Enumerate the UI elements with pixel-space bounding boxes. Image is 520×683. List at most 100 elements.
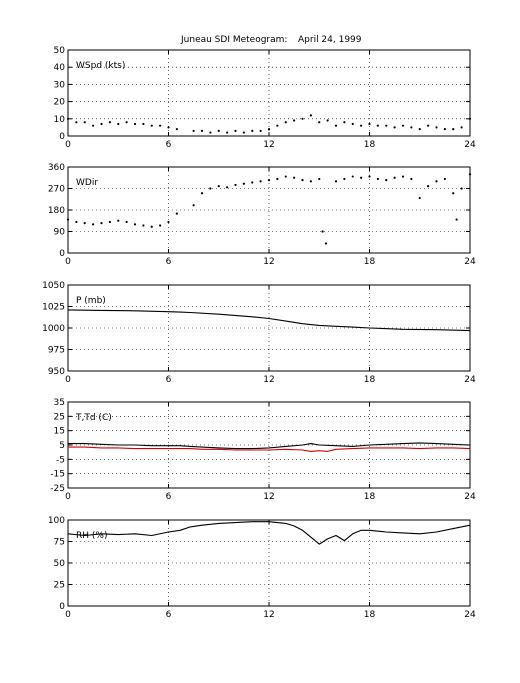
panel-p-mb: 0 6 12 18 24 950 975 1000 1025 1050 P (mb) [42, 281, 476, 385]
data-point [192, 204, 195, 207]
y-tick-label: 0 [59, 249, 65, 259]
data-point [318, 121, 321, 124]
panel-label: WSpd (kts) [76, 61, 125, 71]
data-point [251, 129, 254, 132]
y-tick-label: 75 [54, 538, 65, 548]
y-tick-label: 30 [54, 80, 66, 90]
data-point [66, 218, 70, 221]
x-tick-label: 24 [464, 257, 476, 267]
data-point [343, 177, 346, 181]
data-point [75, 220, 78, 224]
data-point [83, 222, 86, 225]
panel-rh: 0 6 12 18 24 0 25 50 75 100 RH (%) [48, 516, 476, 620]
data-point [200, 192, 204, 195]
data-point [468, 173, 472, 176]
x-tick-label: 24 [464, 140, 476, 150]
data-point [468, 117, 472, 120]
x-tick-label: 6 [166, 257, 172, 267]
data-point [267, 179, 271, 182]
data-point [455, 218, 458, 221]
data-point [117, 122, 120, 126]
y-tick-label: 40 [54, 63, 66, 73]
y-tick-label: 0 [59, 132, 65, 142]
data-point [234, 183, 237, 187]
data-point [267, 128, 271, 131]
data-point [217, 129, 220, 132]
y-tick-label: 90 [54, 228, 66, 238]
data-point [385, 179, 388, 182]
data-point [259, 180, 262, 183]
data-point [92, 223, 95, 226]
x-tick-label: 6 [166, 492, 172, 502]
data-point [142, 122, 145, 126]
data-point [284, 175, 287, 178]
data-point [435, 126, 438, 129]
data-point [217, 185, 220, 188]
data-point [108, 121, 111, 124]
data-point [309, 180, 312, 183]
data-point [226, 186, 229, 189]
y-tick-label: 5 [59, 441, 65, 451]
x-tick-label: 18 [364, 610, 376, 620]
data-point [75, 121, 78, 124]
data-point [133, 122, 137, 126]
series-line-0 [67, 309, 471, 332]
data-point [334, 124, 338, 127]
data-point [343, 121, 346, 124]
y-tick-label: 15 [54, 427, 65, 437]
chart-title: Juneau SDI Meteogram: [180, 35, 287, 45]
data-point [443, 177, 446, 181]
data-point [351, 175, 354, 178]
data-point [150, 225, 153, 228]
x-tick-label: 6 [166, 140, 172, 150]
data-point [175, 128, 178, 131]
data-point [83, 121, 86, 124]
data-point [460, 187, 463, 190]
x-tick-label: 18 [364, 375, 376, 385]
data-point [167, 126, 170, 129]
y-tick-label: -25 [50, 484, 65, 494]
data-point [460, 126, 463, 129]
x-tick-label: 18 [364, 257, 376, 267]
data-point [276, 124, 279, 127]
data-point [66, 117, 70, 120]
y-tick-label: 20 [54, 98, 66, 108]
y-tick-label: 25 [54, 581, 65, 591]
x-tick-label: 0 [65, 492, 71, 502]
x-tick-label: 0 [65, 257, 71, 267]
data-point [393, 176, 396, 179]
series-line-1 [68, 446, 471, 452]
data-point [92, 124, 95, 127]
data-point [293, 119, 296, 122]
panel-label: RH (%) [76, 531, 107, 541]
series-line-0 [67, 521, 471, 545]
x-tick-label: 6 [166, 610, 172, 620]
data-point [159, 124, 162, 127]
x-tick-label: 18 [364, 492, 376, 502]
y-tick-label: -15 [50, 470, 65, 480]
data-point [125, 220, 128, 224]
data-point [309, 114, 312, 117]
data-point [301, 179, 304, 182]
y-tick-label: 50 [54, 559, 66, 569]
data-point [293, 176, 296, 179]
x-tick-label: 12 [263, 492, 274, 502]
y-tick-label: 1050 [42, 281, 65, 291]
panel-label: T,Td (C) [75, 413, 112, 423]
data-point [117, 219, 120, 222]
data-point [385, 124, 388, 127]
data-point [326, 119, 329, 122]
x-tick-label: 18 [364, 140, 376, 150]
data-point [324, 242, 328, 245]
data-point [125, 121, 128, 124]
y-tick-label: 360 [48, 163, 65, 173]
y-tick-label: 1025 [42, 303, 65, 313]
data-point [242, 182, 245, 185]
data-point [259, 129, 262, 132]
y-tick-label: 950 [48, 367, 65, 377]
x-tick-label: 12 [263, 257, 274, 267]
panel-t-td-c: 0 6 12 18 24 -25 -15 -5 5 15 25 35 T,Td (C) [50, 398, 476, 502]
data-point [351, 122, 354, 126]
data-point [334, 180, 338, 183]
